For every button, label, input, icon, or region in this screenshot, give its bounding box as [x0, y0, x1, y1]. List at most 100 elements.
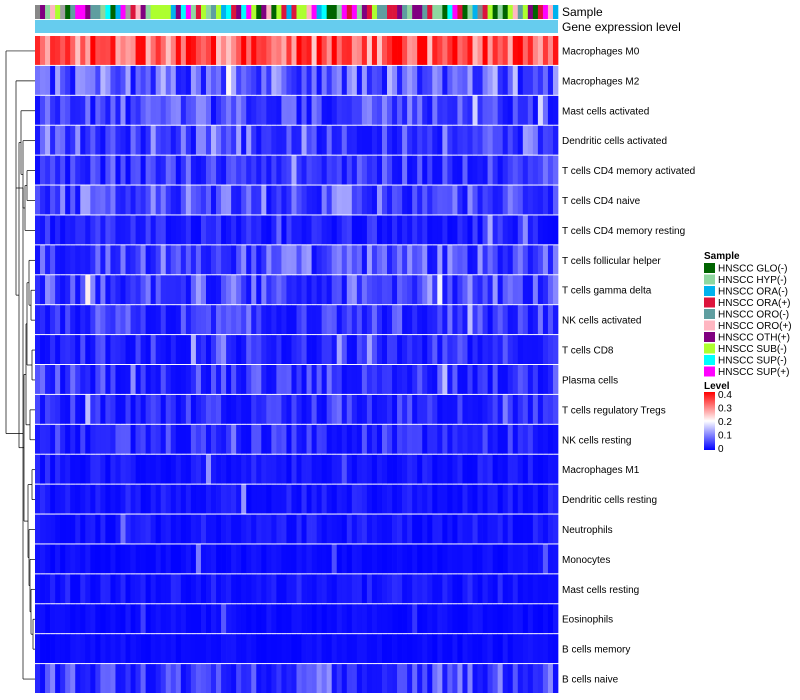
heatmap-cell — [442, 185, 448, 215]
heatmap-cell — [487, 394, 493, 424]
heatmap-cell — [40, 245, 46, 275]
heatmap-cell — [331, 574, 338, 604]
row-label: B cells memory — [562, 645, 630, 656]
heatmap-cell — [90, 245, 96, 275]
heatmap-cell — [366, 36, 373, 65]
heatmap-cell — [60, 664, 66, 693]
heatmap-cell — [180, 275, 187, 305]
heatmap-cell — [276, 394, 282, 424]
heatmap-cell — [407, 484, 413, 514]
heatmap-cell — [502, 604, 509, 634]
heatmap-cell — [291, 424, 297, 454]
heatmap-cell — [55, 95, 61, 125]
heatmap-cell — [50, 305, 56, 335]
heatmap-cell — [487, 664, 493, 693]
heatmap-cell — [517, 574, 524, 604]
heatmap-cell — [482, 215, 488, 245]
heatmap-cell — [422, 394, 428, 424]
heatmap-cell — [236, 305, 242, 335]
heatmap-cell — [195, 394, 202, 424]
heatmap-cell — [457, 484, 463, 514]
heatmap-cell — [256, 275, 262, 305]
sample-annotation-cell — [467, 5, 473, 19]
heatmap-cell — [392, 125, 398, 155]
heatmap-cell — [422, 484, 428, 514]
heatmap-cell — [276, 275, 282, 305]
heatmap-cell — [261, 365, 267, 394]
sample-annotation-cell — [356, 5, 363, 19]
heatmap-cell — [427, 185, 433, 215]
heatmap-cell — [286, 604, 292, 634]
heatmap-cell — [517, 604, 524, 634]
heatmap-cell — [261, 335, 267, 364]
heatmap-cell — [110, 95, 116, 125]
heatmap-cell — [261, 424, 267, 454]
heatmap-cell — [241, 634, 247, 664]
sample-annotation-cell — [130, 5, 136, 19]
heatmap-cell — [542, 365, 549, 394]
sample-annotation-cell — [381, 5, 388, 19]
heatmap-cell — [427, 454, 433, 484]
heatmap-cell — [547, 574, 554, 604]
heatmap-cell — [402, 215, 408, 245]
heatmap-cell — [35, 514, 41, 544]
heatmap-cell — [175, 664, 182, 693]
heatmap-cell — [200, 604, 207, 634]
heatmap-cell — [366, 574, 373, 604]
heatmap-cell — [427, 484, 433, 514]
heatmap-cell — [532, 335, 539, 364]
heatmap-cell — [321, 305, 328, 335]
heatmap-cell — [160, 275, 167, 305]
heatmap-cell — [165, 634, 172, 664]
heatmap-cell — [412, 664, 418, 693]
heatmap-cell — [482, 36, 488, 65]
heatmap-cell — [462, 305, 468, 335]
heatmap-cell — [407, 424, 413, 454]
heatmap-cell — [236, 36, 242, 65]
heatmap-cell — [482, 454, 488, 484]
heatmap-cell — [130, 335, 136, 364]
heatmap-cell — [276, 125, 282, 155]
heatmap-cell — [40, 95, 46, 125]
heatmap-cell — [462, 574, 468, 604]
heatmap-cell — [417, 65, 423, 95]
heatmap-cell — [522, 275, 529, 305]
heatmap-cell — [241, 305, 247, 335]
heatmap-cell — [502, 454, 509, 484]
sample-annotation-cell — [226, 5, 232, 19]
heatmap-cell — [422, 95, 428, 125]
heatmap-cell — [200, 155, 207, 185]
heatmap-cell — [447, 424, 453, 454]
heatmap-cell — [457, 95, 463, 125]
row-label: T cells CD4 memory resting — [562, 226, 685, 237]
heatmap-cell — [236, 664, 242, 693]
heatmap-cell — [216, 634, 222, 664]
heatmap-cell — [145, 664, 152, 693]
heatmap-cell — [115, 335, 121, 364]
heatmap-cell — [110, 185, 116, 215]
heatmap-cell — [542, 335, 549, 364]
heatmap-cell — [477, 544, 483, 574]
sample-annotation-cell — [236, 5, 242, 19]
heatmap-cell — [457, 514, 463, 544]
heatmap-cell — [256, 604, 262, 634]
heatmap-cell — [397, 215, 403, 245]
heatmap-cell — [301, 365, 307, 394]
level-legend-title: Level — [704, 381, 730, 392]
heatmap-cell — [341, 245, 348, 275]
heatmap-cell — [55, 65, 61, 95]
heatmap-cell — [85, 484, 91, 514]
heatmap-cell — [392, 394, 398, 424]
heatmap-cell — [60, 424, 66, 454]
heatmap-cell — [381, 394, 388, 424]
heatmap-cell — [517, 305, 524, 335]
heatmap-cell — [165, 65, 172, 95]
heatmap-cell — [387, 36, 393, 65]
heatmap-cell — [442, 394, 448, 424]
heatmap-cell — [422, 634, 428, 664]
heatmap-cell — [296, 95, 302, 125]
heatmap-cell — [145, 484, 152, 514]
heatmap-cell — [517, 514, 524, 544]
heatmap-cell — [281, 514, 287, 544]
heatmap-cell — [200, 36, 207, 65]
